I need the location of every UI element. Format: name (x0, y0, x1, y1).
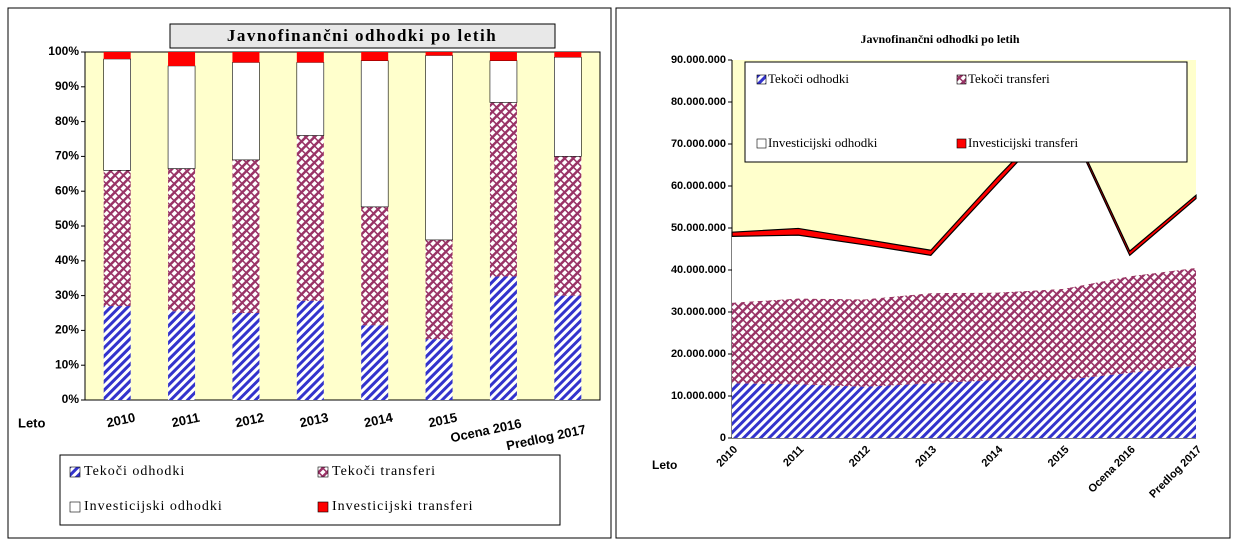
bar-segment (554, 52, 582, 58)
x-tick-label: 2015 (1046, 444, 1072, 470)
bar-segment (296, 135, 324, 301)
chart-title: Javnofinančni odhodki po letih (227, 26, 497, 45)
chart-title: Javnofinančni odhodki po letih (860, 32, 1019, 46)
y-tick-label: 60% (55, 183, 79, 197)
bar-segment (103, 306, 131, 400)
bar-segment (232, 62, 260, 161)
bar-segment (103, 58, 131, 171)
y-tick-label: 100% (48, 44, 79, 58)
bar-segment (425, 55, 453, 241)
x-tick-label: Predlog 2017 (1147, 444, 1204, 501)
bar-segment (168, 52, 196, 66)
bar-segment (103, 52, 131, 59)
y-tick-label: 30.000.000 (671, 306, 726, 318)
legend-box (59, 454, 561, 526)
y-tick-label: 0% (62, 392, 80, 406)
bar-segment (489, 276, 517, 400)
bar-segment (232, 313, 260, 400)
y-tick-label: 80.000.000 (671, 96, 726, 108)
y-tick-label: 20.000.000 (671, 348, 726, 360)
y-tick-label: 60.000.000 (671, 180, 726, 192)
legend-marker (956, 138, 967, 149)
x-tick-label: 2013 (913, 444, 939, 470)
bar-segment (554, 295, 582, 400)
y-tick-label: 30% (55, 288, 79, 302)
x-tick-label: 2014 (980, 443, 1006, 469)
bar-segment (296, 300, 324, 400)
x-tick-label: 2012 (234, 410, 265, 431)
legend-label: Tekoči transferi (968, 71, 1050, 86)
legend-marker (756, 74, 767, 85)
legend-marker (956, 74, 967, 85)
y-tick-label: 90% (55, 79, 79, 93)
y-tick-label: 80% (55, 114, 79, 128)
y-tick-label: 40% (55, 253, 79, 267)
bar-segment (554, 56, 582, 157)
area (732, 267, 1196, 387)
x-tick-label: 2012 (847, 444, 873, 470)
bar-segment (425, 239, 453, 340)
legend-label: Investicijski transferi (332, 499, 474, 514)
y-tick-label: 20% (55, 323, 79, 337)
x-axis-label: Leto (652, 458, 677, 472)
bar-segment (361, 206, 389, 326)
plot-area (84, 51, 601, 401)
x-tick-label: 2014 (363, 409, 395, 430)
legend-marker (317, 501, 329, 513)
y-tick-label: 90.000.000 (671, 54, 726, 66)
x-tick-label: Ocena 2016 (1086, 444, 1138, 496)
bar-segment (425, 339, 453, 400)
x-tick-label: 2010 (105, 410, 136, 431)
title-box (169, 23, 556, 49)
x-tick-label: 2011 (170, 410, 201, 431)
legend-label: Investicijski odhodki (768, 135, 878, 150)
bar-segment (361, 325, 389, 400)
y-tick-label: 50.000.000 (671, 222, 726, 234)
legend-marker (756, 138, 767, 149)
y-tick-label: 70% (55, 149, 79, 163)
x-axis-label: Leto (18, 415, 46, 430)
x-tick-label: 2010 (714, 444, 740, 470)
bar-segment (296, 52, 324, 63)
bar-segment (103, 170, 131, 307)
bar-segment (168, 311, 196, 400)
y-tick-label: 50% (55, 218, 79, 232)
x-tick-label: 2013 (298, 410, 329, 431)
bar-segment (554, 156, 582, 296)
bar-segment (232, 159, 260, 313)
legend-label: Investicijski odhodki (84, 499, 223, 514)
bar-segment (168, 168, 196, 312)
y-tick-label: 70.000.000 (671, 138, 726, 150)
bar-segment (360, 60, 389, 208)
bar-segment (489, 60, 518, 103)
y-tick-label: 0 (720, 432, 726, 444)
legend-label: Tekoči odhodki (84, 464, 185, 479)
y-tick-label: 10% (55, 357, 79, 371)
bar-segment (296, 62, 325, 136)
bar-segment (489, 52, 517, 61)
y-tick-label: 10.000.000 (671, 390, 726, 402)
legend-marker (317, 466, 329, 478)
y-tick-label: 40.000.000 (671, 264, 726, 276)
bar-segment (361, 52, 389, 61)
legend-marker (69, 501, 81, 513)
legend-marker (69, 466, 81, 478)
bar-segment (232, 52, 260, 63)
legend-label: Tekoči odhodki (768, 71, 849, 86)
legend-label: Investicijski transferi (968, 135, 1078, 150)
bar-segment (489, 102, 517, 277)
left-frame (7, 7, 612, 539)
right-frame (615, 7, 1231, 539)
x-tick-label: 2011 (781, 444, 806, 469)
bar-segment (167, 65, 196, 169)
x-tick-label: 2015 (427, 410, 458, 431)
legend-label: Tekoči transferi (332, 464, 436, 479)
area (732, 365, 1196, 438)
bar-segment (425, 52, 453, 56)
